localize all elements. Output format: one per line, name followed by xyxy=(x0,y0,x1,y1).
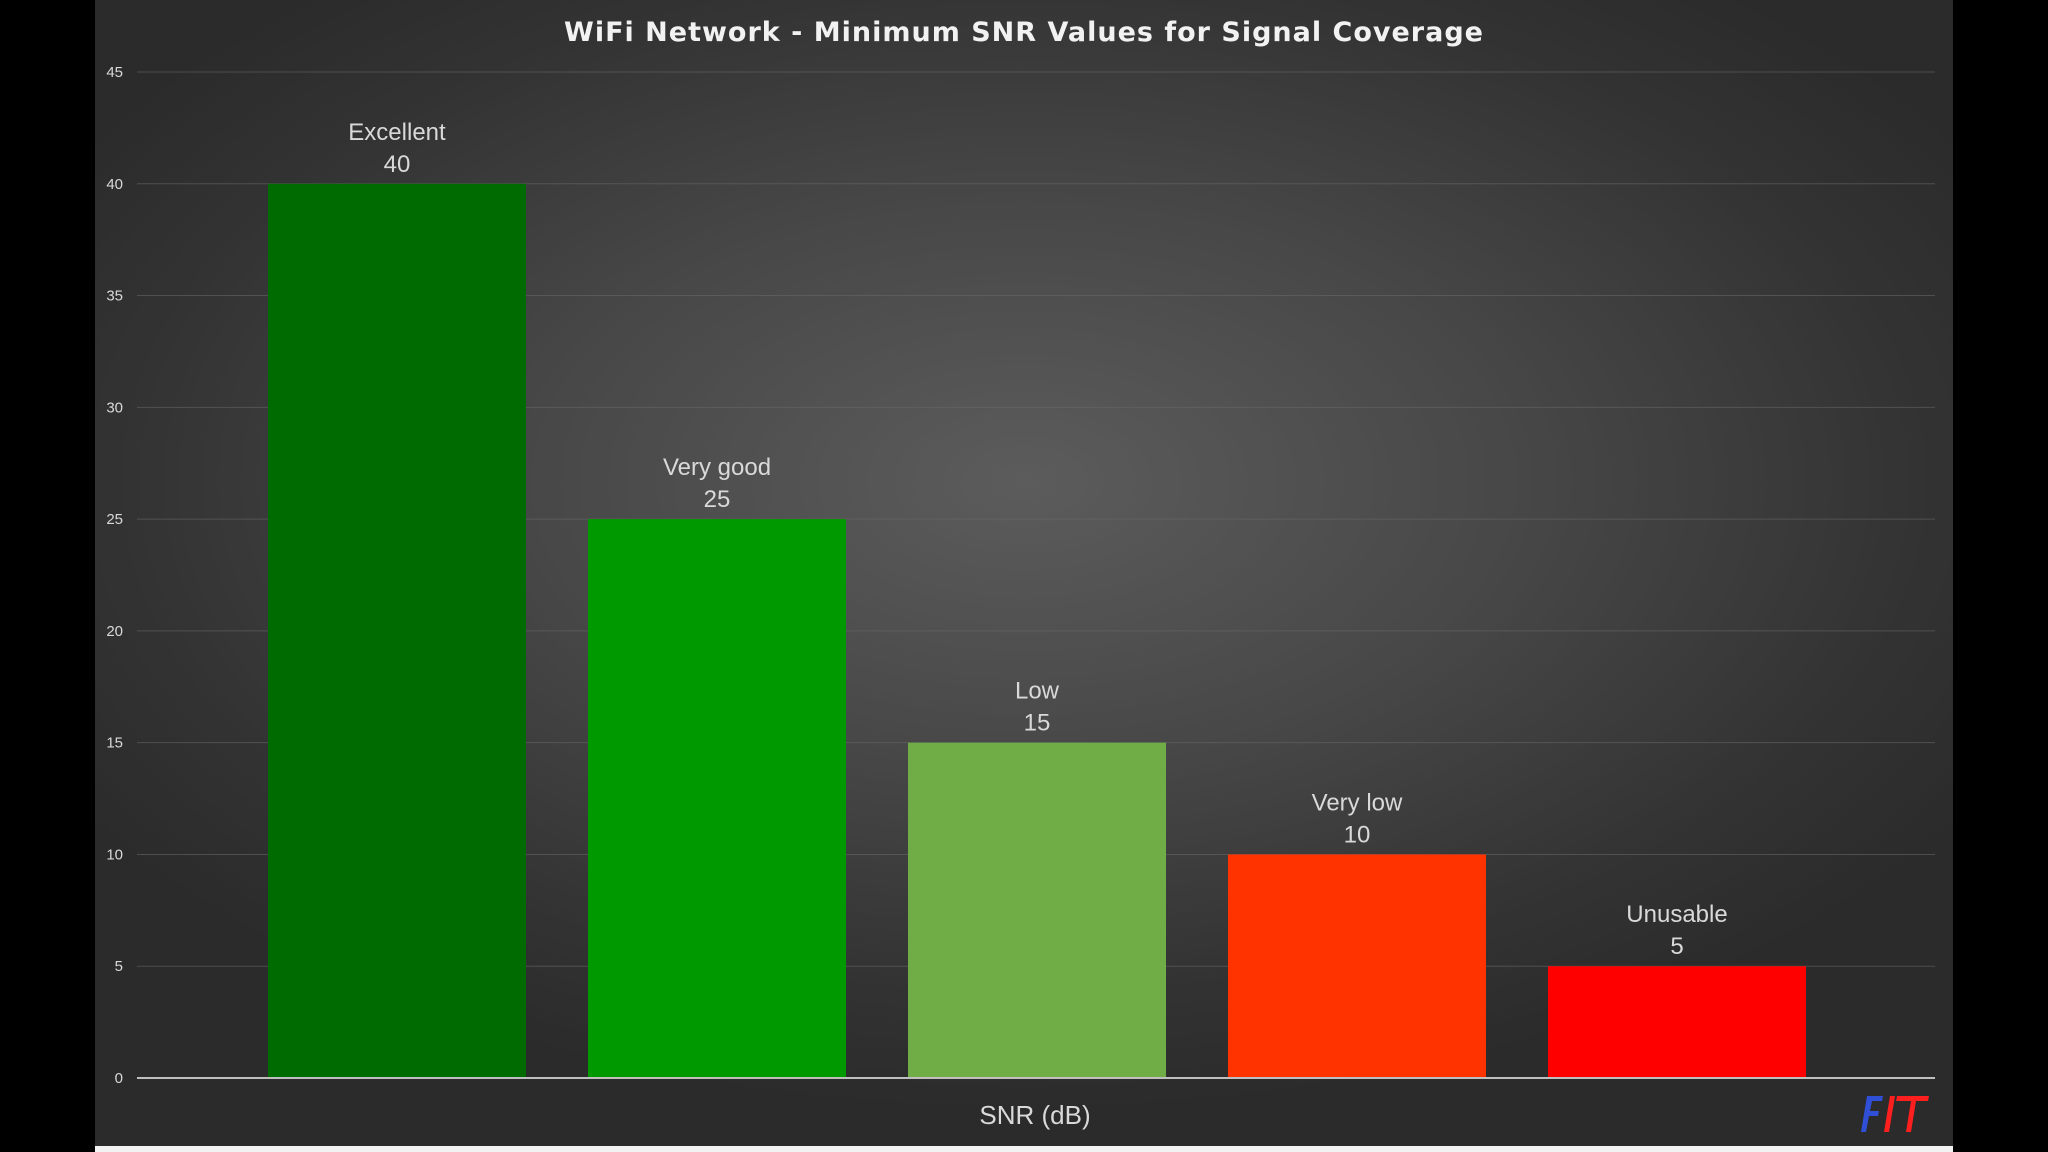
y-tick-label: 40 xyxy=(106,176,123,193)
bar-chart: WiFi Network - Minimum SNR Values for Si… xyxy=(106,17,1935,1130)
fit-logo xyxy=(1861,1096,1929,1132)
data-label-value: 15 xyxy=(1024,710,1051,737)
bar-unusable xyxy=(1548,966,1806,1078)
y-tick-label: 45 xyxy=(106,64,123,81)
data-label-category: Very low xyxy=(1312,789,1403,816)
y-tick-label: 35 xyxy=(106,288,123,305)
data-labels: Excellent 40 Very good 25 Low 15 Very low 10 Unu… xyxy=(348,119,1727,960)
bar-excellent xyxy=(268,183,526,1078)
data-label-value: 25 xyxy=(704,486,731,513)
y-tick-label: 15 xyxy=(106,735,123,752)
y-tick-label: 20 xyxy=(106,623,123,640)
logo-i-mark xyxy=(1884,1096,1895,1132)
y-tick-label: 25 xyxy=(106,511,123,528)
data-label-category: Excellent xyxy=(348,119,446,146)
y-tick-label: 5 xyxy=(115,958,123,975)
x-axis-title: SNR (dB) xyxy=(979,1100,1090,1130)
data-label-value: 10 xyxy=(1344,821,1371,848)
chart-title: WiFi Network - Minimum SNR Values for Si… xyxy=(564,17,1484,48)
data-label-value: 5 xyxy=(1670,933,1683,960)
bars xyxy=(268,183,1806,1078)
bar-low xyxy=(908,742,1166,1078)
y-tick-label: 30 xyxy=(106,399,123,416)
bar-very-good xyxy=(588,519,846,1078)
data-label-category: Very good xyxy=(663,454,771,481)
bottom-strip xyxy=(95,1146,1953,1152)
y-axis-ticks: 0 5 10 15 20 25 30 35 40 45 xyxy=(106,64,123,1087)
logo-f-mark xyxy=(1861,1096,1883,1132)
data-label-category: Low xyxy=(1015,678,1060,705)
y-tick-label: 10 xyxy=(106,846,123,863)
logo-t-mark xyxy=(1896,1096,1929,1132)
y-tick-label: 0 xyxy=(115,1070,123,1087)
data-label-value: 40 xyxy=(384,151,411,178)
bar-very-low xyxy=(1228,854,1486,1078)
chart-panel: WiFi Network - Minimum SNR Values for Si… xyxy=(95,0,1953,1146)
data-label-category: Unusable xyxy=(1626,901,1727,928)
